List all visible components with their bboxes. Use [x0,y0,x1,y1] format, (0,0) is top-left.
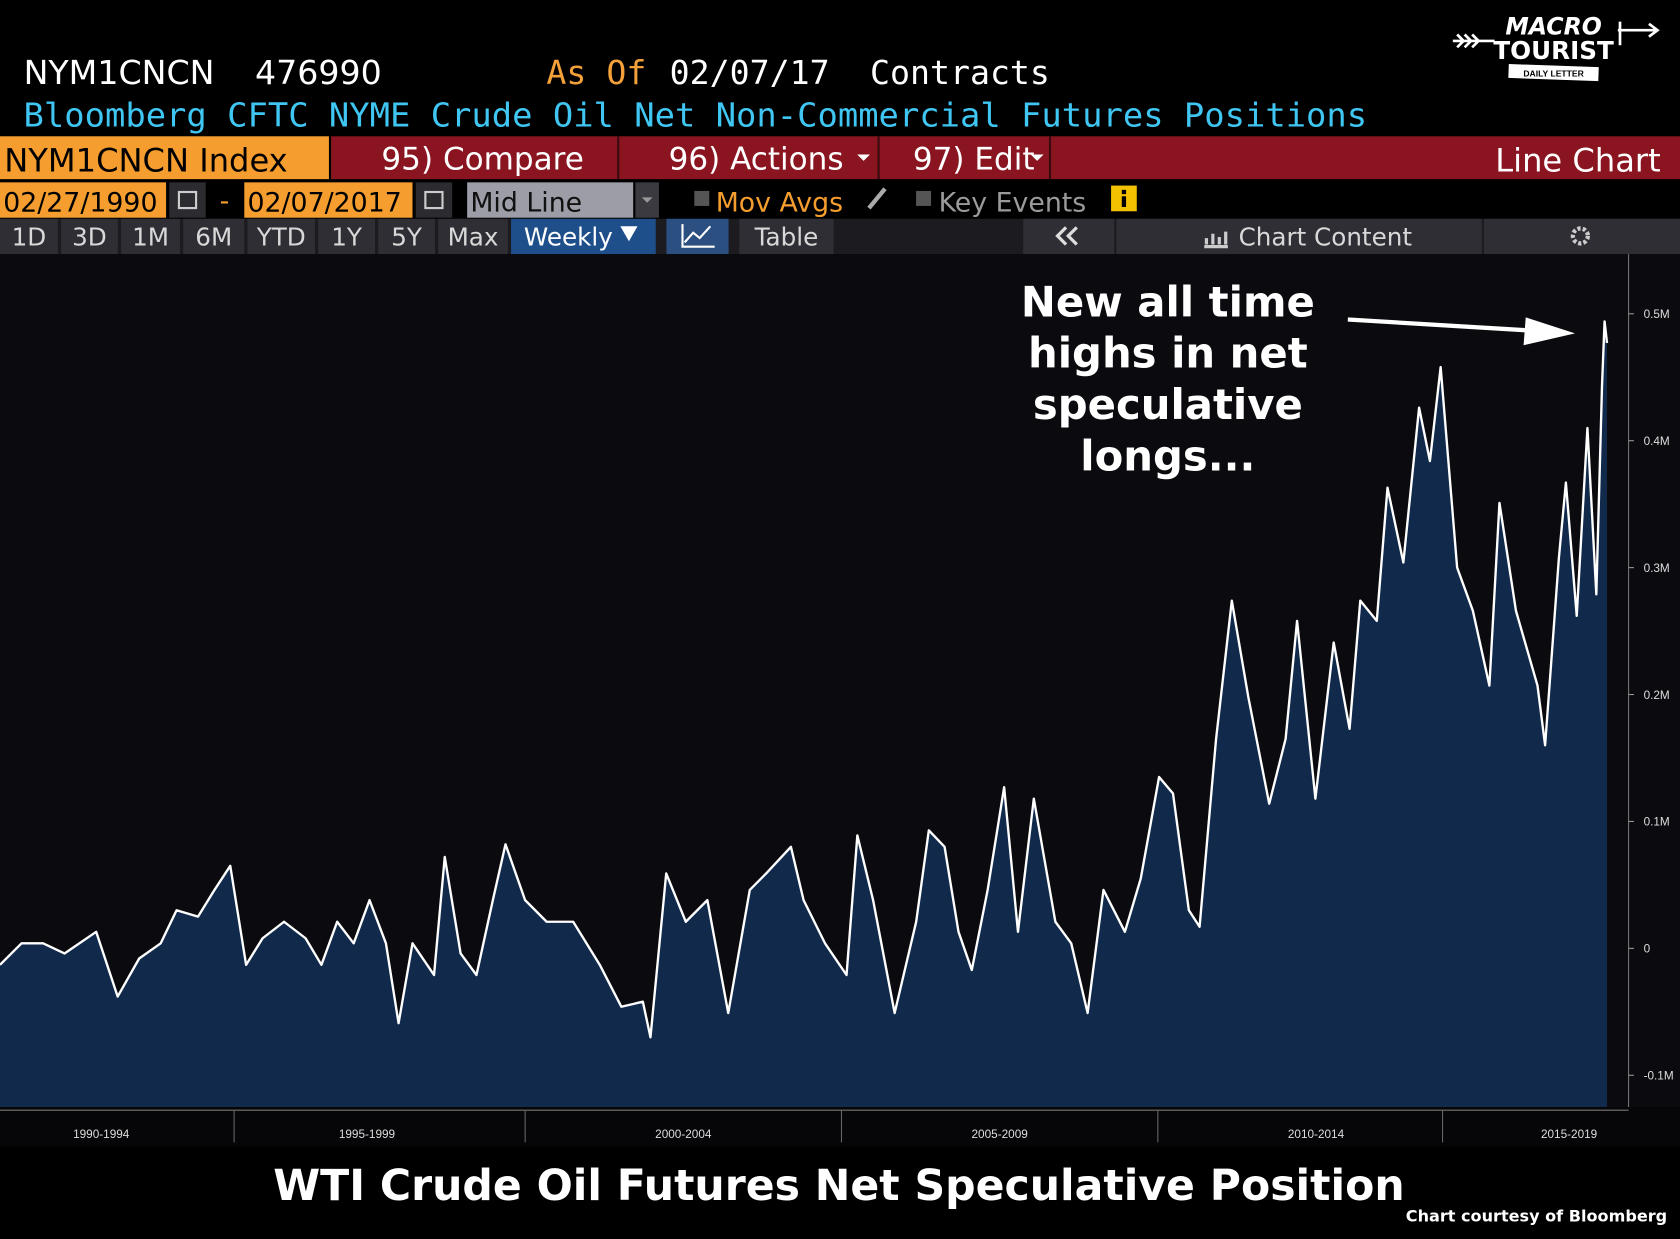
x-tick-label: 2015-2019 [1541,1128,1597,1141]
tab-label[interactable]: 3D [72,223,107,252]
logo-arrow [1452,21,1660,49]
annotation-arrow [1347,317,1543,334]
chart-title: WTI Crude Oil Futures Net Speculative Po… [273,1161,1404,1211]
logo-text: MACRO [1505,12,1601,40]
tab-label[interactable]: YTD [256,223,306,252]
x-tick-label: 1990-1994 [73,1128,130,1141]
description: Bloomberg CFTC NYME Crude Oil Net Non-Co… [24,96,1368,135]
annotation-arrowhead [1523,317,1575,346]
tab[interactable] [438,218,508,255]
y-tick-label: 0.4M [1644,435,1670,448]
tab[interactable] [318,218,375,255]
tab[interactable] [61,218,118,255]
tab-label[interactable]: 1M [132,223,169,252]
source: Chart courtesy of Bloomberg [1406,1207,1667,1226]
logo-text: TOURIST [1493,36,1614,65]
annotation-line: New all time [1021,277,1315,326]
tab[interactable] [121,218,180,255]
tab-label[interactable]: 6M [195,223,232,252]
compare-button[interactable]: 95) Compare [381,141,583,177]
info-icon [1121,189,1127,195]
mov-avgs[interactable]: Mov Avgs [716,187,843,218]
edit-button[interactable]: 97) Edit [913,141,1035,177]
date-separator: - [220,186,230,217]
tab-label[interactable]: Chart Content [1239,223,1413,252]
start-date[interactable]: 02/27/1990 [3,187,157,218]
chart-content-icon [1204,231,1228,249]
collapse-icon [1055,226,1078,246]
x-tick-label: 2005-2009 [972,1128,1028,1141]
date-box[interactable] [244,182,413,218]
tab-label[interactable]: 5Y [391,223,423,252]
annotation-line: speculative [1033,380,1303,429]
y-tick-label: -0.1M [1644,1070,1674,1083]
x-axis-band [0,1107,1680,1147]
tab[interactable] [247,218,316,255]
tab-bar: 1D 3D 1M 6M YTD 1Y 5Y Max Weekly Table Chart Conte… [0,218,1680,255]
key-events[interactable]: Key Events [939,187,1087,218]
y-tick-label: 0.1M [1644,816,1670,829]
dropdown-arrow [641,197,653,203]
info-icon [1121,196,1127,207]
tab[interactable] [0,218,58,255]
tab-label[interactable]: Max [448,223,499,252]
logo-ribbon [1508,64,1599,82]
calendar-icon [177,190,198,210]
chart-kind[interactable]: Line Chart [1495,142,1660,180]
as-of-label: As Of [546,53,646,92]
line [0,320,1609,1039]
calendar-button[interactable] [415,182,453,218]
calendar-button[interactable] [169,182,206,218]
tab[interactable] [1116,218,1482,255]
checkbox[interactable] [916,190,932,206]
x-tick-label: 2010-2014 [1288,1128,1345,1141]
tab[interactable] [183,218,245,255]
x-tick-label: 2000-2004 [655,1128,712,1141]
tab[interactable] [1483,218,1680,255]
line-mode-box[interactable] [467,182,634,218]
tab[interactable] [378,218,435,255]
x-tick-label: 1995-1999 [339,1128,395,1141]
y-tick-label: 0.2M [1644,689,1670,702]
chart-icon [681,224,715,248]
tab-label[interactable]: 1D [12,223,47,252]
line-mode[interactable]: Mid Line [470,187,582,218]
tab-label[interactable]: Weekly [524,223,613,252]
tab-label[interactable]: Table [754,223,819,252]
security-box[interactable] [0,136,329,180]
ticker: NYM1CNCN [24,53,215,92]
actions-button[interactable]: 96) Actions [669,141,844,177]
tab-label[interactable]: 1Y [331,223,363,252]
date-box[interactable] [0,182,167,218]
y-tick-label: 0.3M [1644,562,1670,575]
y-tick-label: 0 [1644,943,1651,956]
area-fill [0,321,1608,1107]
units: Contracts [870,53,1050,92]
logo-text: DAILY LETTER [1523,68,1584,78]
annotation-line: longs... [1080,432,1255,481]
calendar-icon [424,190,444,210]
checkbox[interactable] [694,190,710,206]
y-tick-label: 0.5M [1644,308,1670,321]
dropdown-arrow [620,226,638,242]
pencil-icon[interactable] [867,187,887,210]
annotation-line: highs in net [1028,329,1308,378]
end-date[interactable]: 02/07/2017 [247,187,401,218]
last-value: 476990 [255,53,382,92]
menu-bar [331,136,1680,180]
as-of-date: 02/07/17 [670,53,830,92]
settings-icon[interactable] [1570,226,1590,246]
menu-separator [617,136,1052,180]
logo: MACRO TOURIST DAILY LETTER [1452,12,1660,82]
security[interactable]: NYM1CNCN Index [4,142,287,180]
tab[interactable] [739,218,834,255]
chart: -0.1M 0 0.1M 0.2M 0.3M 0.4M 0.5M 1990-1994 1995-… [0,254,1680,1147]
